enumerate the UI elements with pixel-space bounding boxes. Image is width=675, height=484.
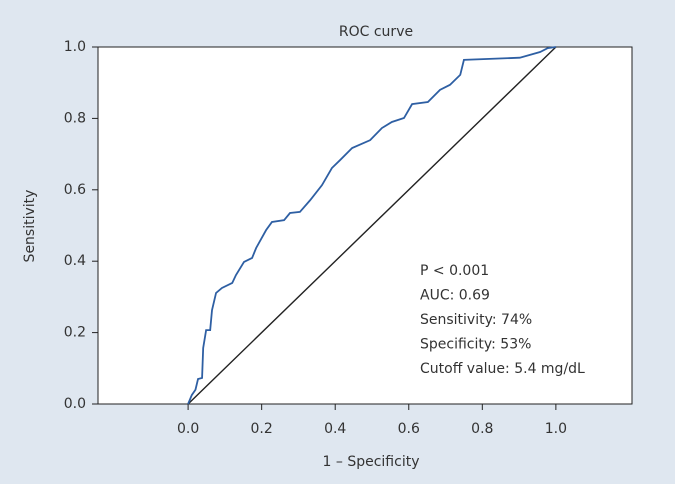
- chart-title: ROC curve: [339, 24, 413, 40]
- roc-line: [187, 46, 557, 405]
- x-tick-label: 1.0: [545, 421, 567, 437]
- y-tick-label: 0.0: [64, 396, 86, 412]
- y-tick-label: 0.2: [64, 325, 86, 341]
- y-axis-label: Sensitivity: [22, 190, 38, 263]
- x-axis-label: 1 – Specificity: [323, 454, 420, 470]
- y-tick-label: 1.0: [64, 39, 86, 55]
- x-tick-label: 0.0: [177, 421, 199, 437]
- x-tick-label: 0.4: [324, 421, 346, 437]
- x-tick-label: 0.6: [398, 421, 420, 437]
- x-tick-label: 0.2: [251, 421, 273, 437]
- roc-line: [187, 46, 556, 405]
- y-tick-label: 0.4: [64, 253, 86, 269]
- plot-area: [97, 46, 633, 405]
- annotation: Specificity: 53%: [420, 337, 531, 353]
- annotation: AUC: 0.69: [420, 288, 490, 304]
- x-tick-label: 0.8: [471, 421, 493, 437]
- annotation: Sensitivity: 74%: [420, 312, 532, 328]
- y-tick-label: 0.6: [64, 182, 86, 198]
- annotation: Cutoff value: 5.4 mg/dL: [420, 361, 585, 377]
- y-tick-label: 0.8: [64, 110, 86, 126]
- annotation: P < 0.001: [420, 263, 489, 279]
